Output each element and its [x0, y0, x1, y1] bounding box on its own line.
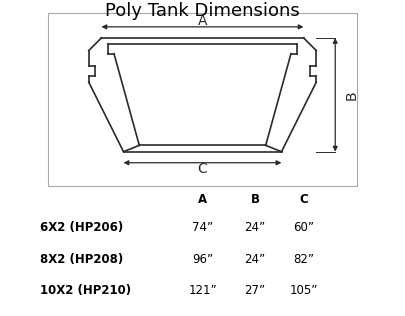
Text: A: A [198, 192, 207, 206]
Text: 74”: 74” [192, 221, 213, 234]
Text: Poly Tank Dimensions: Poly Tank Dimensions [105, 3, 300, 20]
Text: C: C [299, 192, 308, 206]
Text: 96”: 96” [192, 252, 213, 266]
Text: 121”: 121” [188, 284, 217, 297]
Text: 6X2 (HP206): 6X2 (HP206) [40, 221, 124, 234]
Text: C: C [198, 162, 207, 176]
Text: 60”: 60” [293, 221, 314, 234]
Text: 24”: 24” [245, 221, 266, 234]
Text: 24”: 24” [245, 252, 266, 266]
Text: B: B [251, 192, 260, 206]
Text: 10X2 (HP210): 10X2 (HP210) [40, 284, 132, 297]
FancyBboxPatch shape [48, 13, 357, 186]
Text: 8X2 (HP208): 8X2 (HP208) [40, 252, 124, 266]
Text: 82”: 82” [293, 252, 314, 266]
Text: 105”: 105” [290, 284, 318, 297]
Text: B: B [345, 90, 359, 100]
Text: A: A [198, 14, 207, 27]
Text: 27”: 27” [245, 284, 266, 297]
